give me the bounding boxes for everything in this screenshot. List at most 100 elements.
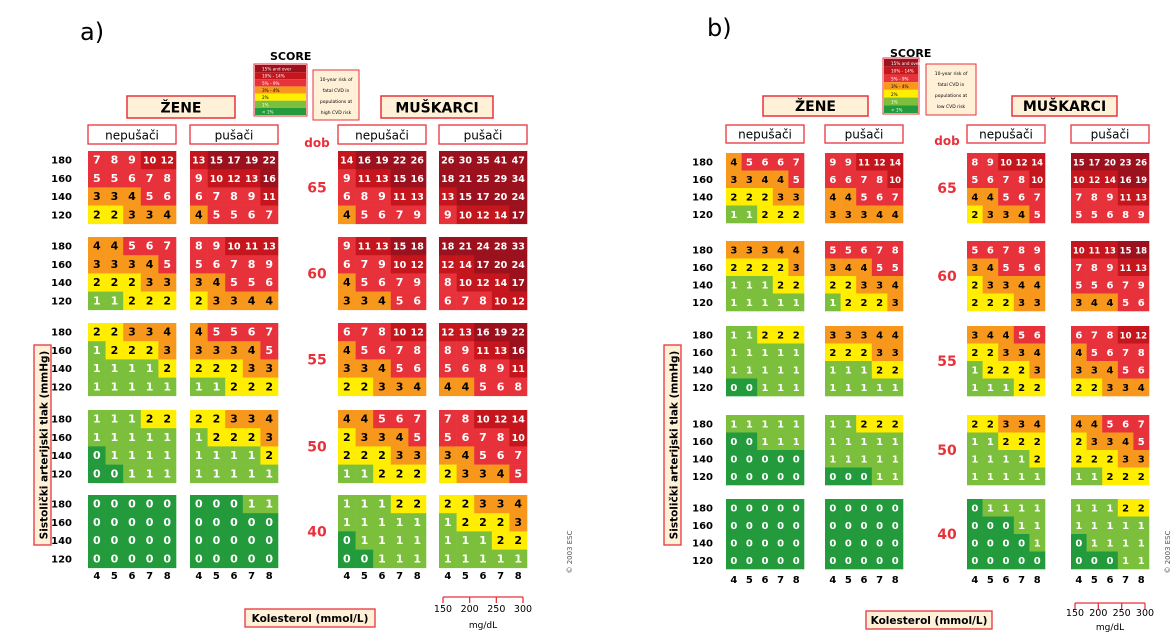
risk-cell [474,410,493,429]
risk-value: 5 [93,172,101,185]
risk-value: 7 [462,294,470,307]
risk-cell [1133,293,1150,312]
risk-value: 1 [1138,521,1145,532]
risk-value: 12 [161,156,174,167]
risk-value: 4 [987,263,994,274]
risk-cell [1071,205,1087,224]
risk-value: 7 [444,413,452,426]
risk-value: 8 [971,157,978,168]
risk-cell [1086,361,1103,379]
risk-cell [207,205,226,225]
risk-value: 7 [1003,245,1010,256]
risk-cell [1117,467,1134,486]
risk-value: 1 [146,467,154,480]
nonsmoker-box [87,124,177,145]
risk-cell [242,377,261,397]
risk-value: 2 [762,330,769,341]
risk-value: 3 [1075,298,1082,309]
risk-cell [123,446,142,465]
risk-value: 2 [1091,383,1098,394]
risk-value: 1 [730,348,737,359]
risk-value: 8 [514,380,522,393]
risk-value: 1 [971,437,978,448]
risk-cell [158,428,177,447]
risk-value: 0 [777,521,784,532]
risk-cell [1117,534,1134,552]
risk-cell [390,513,409,532]
risk-cell [225,255,244,274]
risk-cell [207,464,226,484]
age-label: 60 [937,269,957,285]
risk-value: 18 [411,242,425,253]
risk-value: 1 [343,516,351,529]
risk-value: 2 [971,298,978,309]
y-axis-label-group: Sistolički arterijski tlak (mmHg) [33,344,52,546]
risk-cell [825,378,841,397]
bp-label: 120 [692,383,713,394]
risk-cell [887,205,904,224]
risk-cell [887,450,904,468]
risk-value: 0 [730,503,737,514]
bp-label: 180 [51,328,72,339]
risk-cell [88,549,106,569]
risk-value: 0 [128,534,136,547]
risk-cell [788,343,805,362]
risk-cell [158,531,177,550]
risk-value: 1 [746,348,753,359]
chol-tick: 4 [444,571,451,582]
risk-cell [456,446,475,465]
risk-value: 1 [971,365,978,376]
risk-value: 1 [762,365,769,376]
chol-tick: 7 [248,571,255,582]
risk-value: 1 [248,449,256,462]
risk-cell [741,378,758,397]
risk-cell [123,341,142,360]
risk-value: 11 [358,242,371,253]
risk-value: 0 [195,534,203,547]
risk-value: 3 [195,276,203,289]
risk-cell [491,428,510,447]
risk-value: 0 [93,516,101,529]
risk-cell [741,188,758,206]
risk-value: 13 [375,174,388,185]
risk-cell [887,499,904,517]
risk-cell [887,170,904,189]
risk-cell [242,513,261,532]
risk-cell [757,293,774,312]
risk-cell [140,237,159,256]
risk-cell [207,513,226,532]
risk-value: 1 [111,362,119,375]
risk-cell [355,341,374,360]
risk-cell [856,326,873,344]
risk-value: 1 [793,365,800,376]
risk-cell [105,377,124,397]
nonsmoker-label: nepušači [105,128,159,142]
risk-cell [105,549,124,569]
risk-cell [408,428,427,447]
risk-value: 10 [1120,331,1132,341]
risk-value: 13 [459,328,472,339]
risk-value: 4 [265,413,273,426]
chol-tick: 7 [497,571,504,582]
risk-cell [825,170,841,189]
risk-note-line: low CVD risk [937,104,966,110]
risk-value: 1 [793,383,800,394]
risk-value: 0 [195,552,203,565]
risk-cell [207,169,226,188]
risk-cell [1117,432,1134,451]
risk-value: 17 [512,278,525,289]
risk-value: 1 [163,380,171,393]
risk-cell [373,410,392,429]
risk-value: 0 [777,454,784,465]
risk-value: 35 [476,156,489,167]
risk-cell [390,273,409,292]
risk-cell [1071,534,1087,552]
risk-value: 2 [111,276,119,289]
risk-value: 3 [1107,383,1114,394]
age-header: dob [934,134,960,148]
chol-tick: 4 [195,571,202,582]
risk-cell [772,551,789,570]
risk-value: 6 [876,192,883,203]
risk-cell [887,378,904,397]
